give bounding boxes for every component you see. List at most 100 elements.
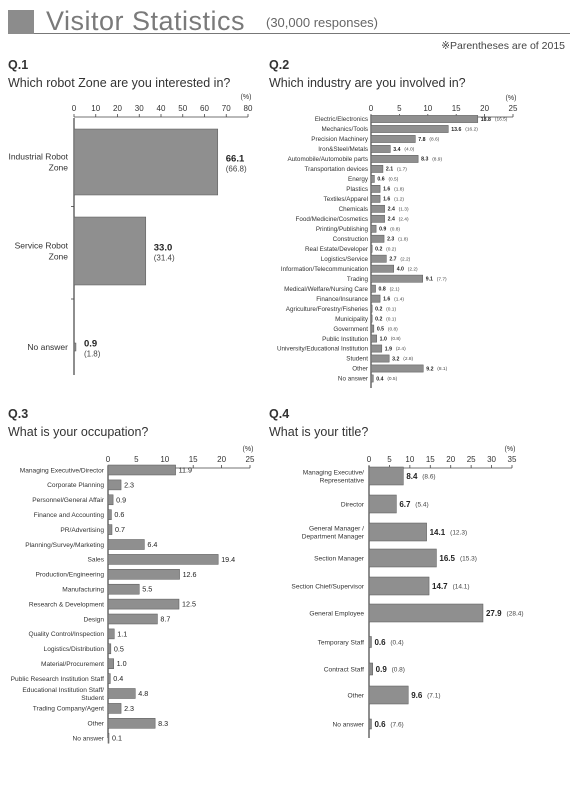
q4-category-label: Representative <box>320 477 365 484</box>
q2-category-label: Construction <box>333 236 369 243</box>
q3-value-label: 2.3 <box>124 704 134 713</box>
q4-previous-year-label: (15.3) <box>460 555 477 562</box>
q2-bar <box>370 135 416 143</box>
q2-bar <box>370 145 391 153</box>
q3-value-label: 0.6 <box>114 510 124 519</box>
q3-value-label: 1.1 <box>117 629 127 638</box>
q1-tick-label: 80 <box>244 104 253 113</box>
q3-value-label: 2.3 <box>124 480 134 489</box>
q2-bar <box>370 204 385 213</box>
q4-bar <box>368 718 372 730</box>
q1-tick-label: 30 <box>135 104 144 113</box>
q2-value-label: 2.3 <box>387 237 394 243</box>
q3-bar <box>107 509 112 520</box>
title-square-icon <box>8 10 34 34</box>
q3-value-label: 1.0 <box>117 659 127 668</box>
q2-previous-year-label: (1.7) <box>397 167 407 173</box>
q2-number: Q.2 <box>269 58 290 72</box>
q4-value-label: 0.6 <box>374 720 386 729</box>
q3-bar <box>107 658 114 669</box>
q2-value-label: 0.2 <box>375 306 382 312</box>
q1-previous-year-label: (31.4) <box>154 253 175 262</box>
q1-tick-label: 20 <box>113 104 122 113</box>
q4-category-label: Section Manager <box>314 555 365 562</box>
q4-category-label: Other <box>348 692 365 699</box>
q2-bar <box>370 175 375 183</box>
q1-value-label: 0.9 <box>84 338 97 349</box>
q2-category-label: University/Educational Institution <box>277 346 368 353</box>
q1-value-label: 66.1 <box>226 153 245 164</box>
page-subtitle: (30,000 responses) <box>266 15 379 30</box>
q2-category-label: Public Institution <box>322 336 368 343</box>
q3-value-label: 0.4 <box>113 674 123 683</box>
q2-value-label: 13.6 <box>451 127 461 133</box>
q2-category-label: Plastics <box>346 186 368 193</box>
q2-previous-year-label: (1.2) <box>394 197 404 203</box>
q3-value-label: 0.9 <box>116 495 126 504</box>
q2-category-label: Student <box>346 356 368 363</box>
q4-tick-label: 15 <box>426 455 435 464</box>
q2-category-label: Other <box>352 366 368 373</box>
q2-category-label: No answer <box>338 376 368 383</box>
title-underline <box>34 33 570 34</box>
q2-bar <box>370 344 383 353</box>
q3-bar <box>107 718 156 729</box>
q3-category-label: Design <box>83 616 104 623</box>
q2-previous-year-label: (0.8) <box>390 226 400 232</box>
q4-category-label: Director <box>341 501 365 508</box>
q4-bar <box>368 522 427 542</box>
q4-category-label: General Manager / <box>309 525 364 532</box>
q2-category-label: Iron&Steel/Metals <box>318 146 368 153</box>
q4-previous-year-label: (7.1) <box>427 692 440 699</box>
q2-previous-year-label: (0.1) <box>386 316 396 322</box>
q2-bar <box>370 155 419 163</box>
q2-value-label: 1.6 <box>383 296 390 302</box>
q1-bar <box>73 128 219 196</box>
q2-tick-label: 10 <box>423 104 432 113</box>
q4-bar <box>368 548 437 568</box>
q3-value-label: 5.5 <box>142 585 152 594</box>
q3-bar <box>107 703 122 714</box>
q3-value-label: 0.1 <box>112 734 122 743</box>
q3-question: What is your occupation? <box>8 425 149 439</box>
q3-bar <box>107 628 115 640</box>
q2-value-label: 8.3 <box>421 157 428 163</box>
q4-tick-label: 5 <box>387 455 392 464</box>
q3-value-label: 4.8 <box>138 689 148 698</box>
q3-tick-label: 10 <box>160 455 169 464</box>
q1-category-label: Zone <box>49 251 69 261</box>
q2-category-label: Transportation devices <box>305 166 368 173</box>
q3-category-label: Manufacturing <box>62 587 104 594</box>
q3-category-label: Research & Development <box>29 601 104 608</box>
q3-category-label: Educational Institution Staff/ <box>22 687 104 694</box>
q2-bar <box>370 324 375 333</box>
q2-bar <box>370 244 373 253</box>
q2-value-label: 1.6 <box>383 197 390 203</box>
q2-category-label: Printing/Publishing <box>316 226 369 233</box>
q2-tick-label: 0 <box>369 104 374 113</box>
q3-category-label: Personnel/General Affair <box>32 497 105 504</box>
q2-value-label: 9.1 <box>426 277 433 283</box>
q4-value-label: 9.6 <box>411 691 423 700</box>
q4-category-label: No answer <box>332 721 364 728</box>
q3-bar <box>107 673 111 684</box>
q2-value-label: 1.9 <box>385 346 392 352</box>
q4-tick-label: 20 <box>446 455 455 464</box>
q2-bar <box>370 364 424 373</box>
q4-category-label: Section Chief/Supervisor <box>291 583 364 590</box>
q1-tick-label: 70 <box>222 104 231 113</box>
q2-bar <box>370 254 387 263</box>
q4-tick-label: 0 <box>367 455 372 464</box>
q2-category-label: Electric/Electronics <box>315 116 368 123</box>
q3-category-label: Public Research Institution Staff <box>11 676 105 683</box>
q3-bar <box>107 613 158 625</box>
q2-category-label: Textiles/Apparel <box>324 196 368 203</box>
q2-value-label: 18.8 <box>481 117 491 123</box>
q4-category-label: Contract Staff <box>324 666 364 673</box>
q2-tick-label: 25 <box>509 104 518 113</box>
q4-previous-year-label: (12.3) <box>450 529 467 536</box>
q3-category-label: Quality Control/Inspection <box>29 631 105 638</box>
q2-bar <box>370 194 381 203</box>
q2-previous-year-label: (2.2) <box>400 256 410 262</box>
q2-bar <box>370 294 381 303</box>
